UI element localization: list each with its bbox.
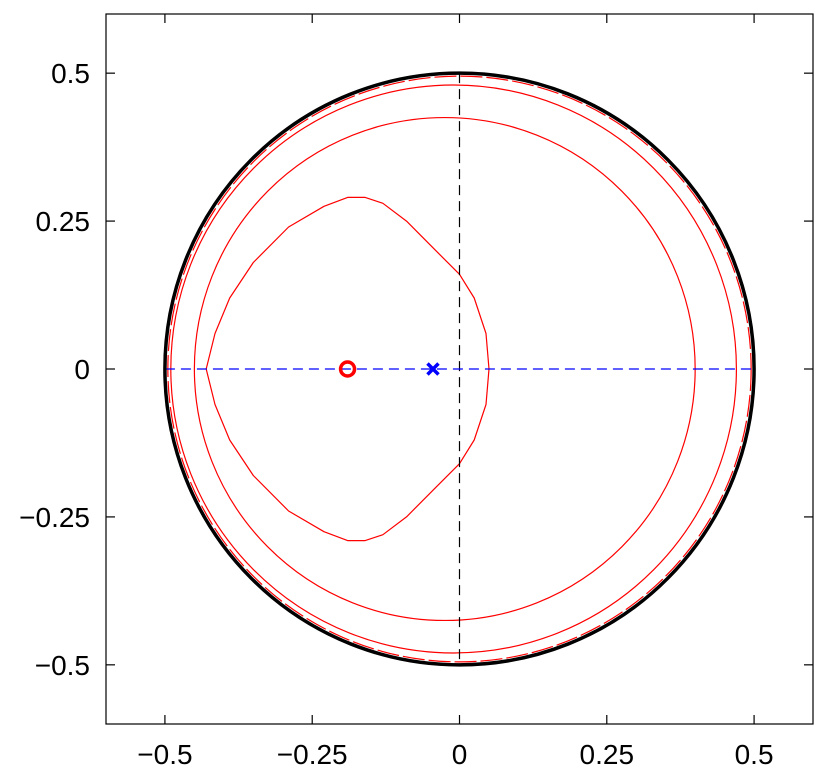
x-tick-label: 0.5 [735,739,774,770]
x-tick-label: 0 [452,739,468,770]
axis-lines [164,73,755,665]
y-tick-labels: −0.5 −0.25 0 0.25 0.5 [19,58,90,681]
tick-marks [106,14,813,724]
circle-marker [338,360,357,378]
boundary-circle [163,71,756,667]
cross-stroke [426,362,440,376]
y-tick-label: −0.5 [35,650,90,681]
y-tick-label: 0 [74,354,90,385]
x-tick-label: −0.25 [277,739,348,770]
y-tick-label: 0.5 [51,58,90,89]
x-tick-label: −0.5 [137,739,192,770]
x-tick-labels: −0.5 −0.25 0 0.25 0.5 [137,739,773,770]
cross-marker [426,362,440,376]
markers [338,360,440,378]
y-tick-label: −0.25 [19,502,90,533]
x-tick-label: 0.25 [580,739,635,770]
boundary [163,71,756,667]
y-tick-label: 0.25 [36,206,91,237]
